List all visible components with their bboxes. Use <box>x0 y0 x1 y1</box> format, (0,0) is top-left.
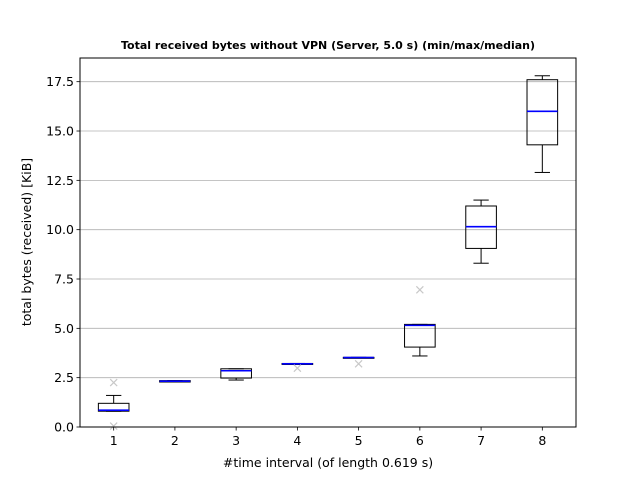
box-group <box>97 378 130 430</box>
x-tick-label: 4 <box>293 433 301 448</box>
y-tick-label: 15.0 <box>46 124 74 139</box>
box-group <box>281 362 314 373</box>
box-iqr <box>220 368 252 379</box>
x-tick-label: 6 <box>416 433 424 448</box>
box-iqr <box>97 402 130 412</box>
y-tick-label: 7.5 <box>54 272 74 287</box>
box-group <box>342 356 375 368</box>
x-tick-label: 8 <box>538 433 546 448</box>
outlier-stroke <box>293 364 302 373</box>
y-tick-label: 17.5 <box>46 74 74 89</box>
x-tick-label: 1 <box>110 433 118 448</box>
y-tick-label: 12.5 <box>46 173 74 188</box>
x-axis-ticks: 1 2 3 4 5 6 7 8 <box>110 427 546 448</box>
outlier-marker <box>293 364 302 373</box>
box-group <box>404 285 436 357</box>
grid-lines <box>80 81 576 379</box>
x-tick-label: 2 <box>171 433 179 448</box>
y-axis-ticks: 0.0 2.5 5.0 7.5 10.0 12.5 15.0 17.5 <box>46 74 80 435</box>
box-group <box>526 75 559 173</box>
outlier-marker <box>354 359 363 368</box>
x-tick-label: 7 <box>477 433 485 448</box>
x-tick-label: 5 <box>355 433 363 448</box>
box-group <box>159 380 191 383</box>
outlier-stroke <box>109 422 118 430</box>
box-iqr <box>404 323 436 348</box>
chart-title: Total received bytes without VPN (Server… <box>121 39 535 52</box>
outlier-marker <box>415 285 424 294</box>
box-group <box>220 368 252 381</box>
y-tick-label: 10.0 <box>46 222 74 237</box>
y-tick-label: 5.0 <box>54 321 74 336</box>
box-iqr <box>526 79 559 146</box>
x-tick-label: 3 <box>232 433 240 448</box>
y-axis-label: total bytes (received) [KiB] <box>19 158 34 326</box>
outlier-marker <box>109 422 118 430</box>
outlier-stroke <box>415 285 424 294</box>
y-tick-label: 2.5 <box>54 370 74 385</box>
plot-area-frame <box>79 57 577 428</box>
y-tick-label: 0.0 <box>54 420 74 435</box>
outlier-marker <box>109 378 118 387</box>
outlier-stroke <box>109 378 118 387</box>
x-axis-label: #time interval (of length 0.619 s) <box>223 455 433 470</box>
box-group <box>465 199 497 264</box>
box-plots <box>97 75 559 430</box>
outlier-stroke <box>354 359 363 368</box>
